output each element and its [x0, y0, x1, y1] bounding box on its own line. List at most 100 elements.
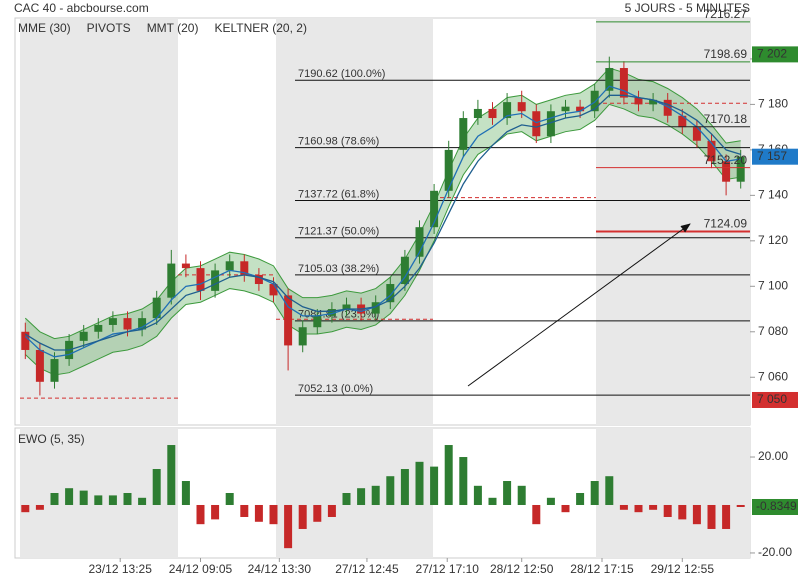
- candle-body: [707, 140, 716, 162]
- moving-average: [24, 85, 741, 358]
- arrow: [467, 223, 691, 387]
- candle-body: [167, 263, 176, 298]
- ewo-bar: [138, 497, 147, 505]
- ewo-badge-label: -0.8349: [756, 499, 797, 513]
- candle-body: [546, 111, 555, 137]
- candle-body: [298, 327, 307, 346]
- candle-body: [284, 295, 293, 346]
- candle-body: [94, 324, 103, 332]
- candle-body: [517, 102, 526, 112]
- candle-body: [50, 359, 59, 382]
- candle-body: [269, 284, 278, 296]
- candle-body: [196, 268, 205, 291]
- candle-body: [605, 68, 614, 91]
- level-label: 7152.20: [704, 153, 748, 167]
- y-tick-label: 7 100: [758, 278, 788, 292]
- ewo-bar: [123, 493, 132, 505]
- ewo-bar: [605, 476, 614, 505]
- ewo-tick-label: -20.00: [758, 545, 792, 559]
- ewo-bar: [284, 504, 293, 549]
- ewo-bar: [167, 445, 176, 505]
- legend-entry: MME (30): [18, 21, 71, 35]
- ewo-bar: [517, 485, 526, 505]
- ewo-bar: [386, 476, 395, 505]
- candle-body: [590, 90, 599, 112]
- candle-body: [211, 270, 220, 291]
- ewo-legend: EWO (5, 35): [18, 432, 85, 446]
- price-badge-label: 7 050: [757, 392, 787, 406]
- ewo-bar: [181, 481, 190, 505]
- ewo-bar: [79, 490, 88, 505]
- candle-body: [576, 106, 585, 112]
- candle-body: [313, 315, 322, 328]
- ewo-bar: [211, 504, 220, 520]
- candle-body: [634, 97, 643, 105]
- y-tick-label: 7 080: [758, 324, 788, 338]
- ewo-bar: [269, 504, 278, 525]
- candle-body: [430, 190, 439, 228]
- level-label: 7170.18: [704, 112, 748, 126]
- ewo-bar: [532, 504, 541, 525]
- ewo-bar: [722, 504, 731, 529]
- y-tick-label: 7 140: [758, 188, 788, 202]
- price-badge: [752, 391, 798, 408]
- ewo-bar: [327, 504, 336, 517]
- legend-entry: KELTNER (20, 2): [214, 21, 306, 35]
- fib-label: 7160.98 (78.6%): [298, 136, 379, 148]
- x-tick-label: 28/12 17:15: [570, 562, 634, 576]
- ewo-bar: [298, 504, 307, 529]
- ewo-badge: [752, 498, 798, 515]
- candle-body: [722, 161, 731, 182]
- candle-body: [225, 261, 234, 271]
- x-tick-label: 24/12 13:30: [248, 562, 312, 576]
- ewo-bar: [707, 504, 716, 529]
- ewo-bar: [240, 504, 249, 517]
- fib-label: 7121.37 (50.0%): [298, 226, 379, 238]
- candle-body: [35, 349, 44, 382]
- price-badge-label: 7 202: [757, 47, 787, 61]
- candle-body: [138, 318, 147, 330]
- candle-body: [488, 108, 497, 119]
- ewo-bar: [371, 485, 380, 505]
- ewo-bar: [736, 504, 745, 507]
- candle-body: [503, 102, 512, 119]
- ewo-bar: [678, 504, 687, 520]
- ewo-bar: [459, 457, 468, 505]
- ewo-bar: [649, 504, 658, 510]
- candle-body: [459, 118, 468, 150]
- candle-body: [21, 331, 30, 350]
- candle-body: [444, 149, 453, 191]
- ewo-bar: [488, 497, 497, 505]
- ewo-bar: [444, 445, 453, 505]
- ewo-bar: [94, 495, 103, 505]
- y-tick-label: 7 120: [758, 233, 788, 247]
- moving-average: [24, 94, 741, 351]
- ewo-bar: [576, 493, 585, 505]
- fib-label: 7105.03 (38.2%): [298, 263, 379, 275]
- ewo-bar: [65, 488, 74, 505]
- candle-body: [152, 297, 161, 319]
- y-tick-label: 7 180: [758, 97, 788, 111]
- candle-body: [123, 318, 132, 330]
- x-tick-label: 27/12 17:10: [416, 562, 480, 576]
- candle-body: [342, 304, 351, 310]
- candle-body: [649, 99, 658, 105]
- ewo-bar: [663, 504, 672, 517]
- fib-label: 7052.13 (0.0%): [298, 383, 373, 395]
- price-badge-label: 7 157: [757, 149, 787, 163]
- candle-body: [736, 156, 745, 182]
- ewo-bar: [108, 495, 117, 505]
- chart-title: CAC 40 - abcbourse.com: [14, 1, 149, 15]
- candle-body: [371, 302, 380, 314]
- ewo-bar: [342, 493, 351, 505]
- candle-body: [400, 256, 409, 285]
- candle-body: [240, 261, 249, 275]
- ewo-bar: [546, 497, 555, 505]
- x-tick-label: 24/12 09:05: [169, 562, 233, 576]
- chart-subtitle: 5 JOURS - 5 MINUTES: [625, 1, 750, 15]
- candle-body: [561, 106, 570, 112]
- ewo-bar: [357, 488, 366, 505]
- candle-body: [415, 227, 424, 257]
- candle-body: [181, 263, 190, 269]
